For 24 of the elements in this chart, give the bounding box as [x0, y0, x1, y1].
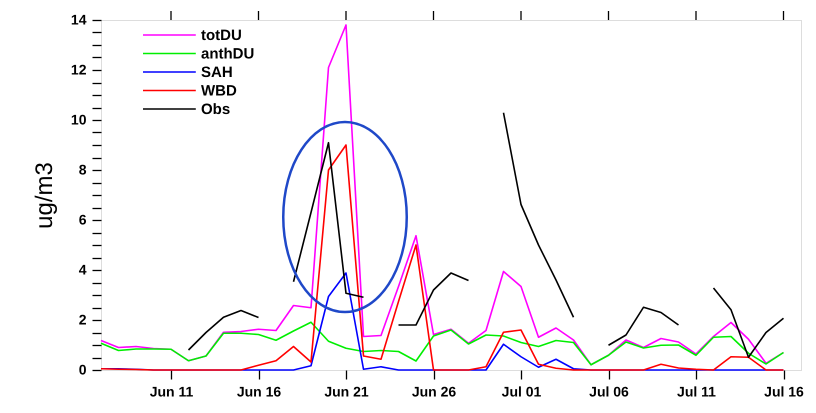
x-tick-label: Jul 06 [589, 384, 630, 400]
line-series [100, 321, 784, 366]
x-tick-label: Jul 11 [677, 384, 716, 400]
y-tick-label: 2 [78, 312, 87, 328]
x-tick-label: Jun 16 [236, 384, 282, 400]
x-tick-label: Jun 21 [324, 384, 369, 400]
line-series [100, 144, 784, 371]
legend-label: anthDU [201, 46, 254, 62]
y-tick-label: 14 [70, 12, 87, 28]
legend-label: WBD [201, 82, 237, 100]
x-tick-label: Jun 26 [412, 384, 456, 400]
y-axis-title: ug/m3 [30, 162, 58, 229]
y-tick-label: 4 [78, 262, 87, 278]
legend-label: Obs [201, 101, 230, 118]
x-tick-label: Jun 11 [150, 384, 194, 400]
x-tick-label: Jul 16 [764, 384, 804, 400]
y-tick-label: 0 [78, 362, 87, 378]
y-tick-label: 10 [70, 112, 87, 128]
y-tick-label: 6 [78, 212, 87, 228]
y-tick-label: 12 [70, 62, 87, 78]
y-tick-label: 8 [78, 162, 87, 178]
legend-label: SAH [201, 64, 233, 81]
legend-label: totDU [201, 27, 242, 44]
x-tick-label: Jul 01 [502, 384, 542, 400]
